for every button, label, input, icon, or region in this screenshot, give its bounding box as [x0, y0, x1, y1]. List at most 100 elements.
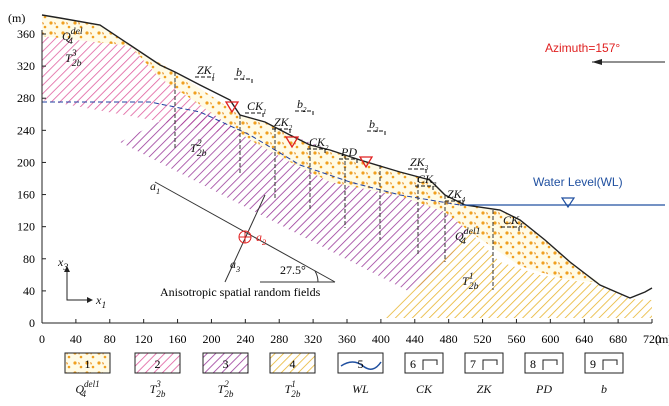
legend-label: T22b [218, 379, 234, 399]
x-tick-label: 520 [474, 332, 492, 346]
legend-number: 6 [410, 357, 416, 371]
label-sub: 4 [519, 222, 523, 230]
legend-number: 3 [223, 357, 229, 371]
x-tick-label: 480 [440, 332, 458, 346]
label-base: ZK [477, 382, 493, 396]
label-sup: 2 [224, 379, 229, 389]
label-sub: 2 [325, 144, 329, 152]
x-tick-label: 120 [135, 332, 153, 346]
label-base: PD [535, 382, 552, 396]
x-tick-label: 280 [270, 332, 288, 346]
x1-label: x1 [95, 293, 106, 311]
label-sup: del1 [84, 379, 100, 389]
x-tick-label: 240 [236, 332, 254, 346]
label-sub: 3 [374, 126, 379, 134]
x-tick-label: 200 [202, 332, 220, 346]
legend-number: 9 [590, 357, 596, 371]
y-tick-label: 360 [17, 27, 35, 41]
label-sub: 3 [235, 265, 240, 274]
label-sub: 1 [242, 74, 246, 82]
label-sub: 1 [263, 108, 267, 116]
label-sub: 2b [197, 148, 207, 159]
y-tick-label: 240 [17, 123, 35, 137]
x-tick-label: 560 [507, 332, 525, 346]
legend: 1Qdel142T32b3T22b4T12b5WL6CK7ZK8PD9b [65, 353, 623, 399]
label-sub: 2b [291, 389, 301, 399]
x-tick-label: 320 [304, 332, 322, 346]
y-tick-label: 200 [17, 155, 35, 169]
legend-number: 2 [155, 357, 161, 371]
label-base: ZK [410, 155, 426, 169]
x-tick-label: 680 [609, 332, 627, 346]
label-sub: 1 [101, 300, 106, 311]
label-sub: 1 [156, 187, 160, 196]
label-base: ZK [447, 187, 463, 201]
x3-label: x3 [57, 255, 68, 273]
legend-label: WL [352, 382, 369, 396]
x-tick-label: 600 [541, 332, 559, 346]
x-tick-label: 80 [104, 332, 116, 346]
borehole-label: ZK1 [197, 63, 215, 80]
label-sub: 3 [62, 262, 68, 273]
label-sub: 2 [303, 106, 307, 114]
x-tick-label: 160 [169, 332, 187, 346]
legend-number: 4 [290, 357, 296, 371]
a3-label: a3 [230, 257, 240, 274]
coord-arrows [64, 266, 93, 303]
legend-number: 7 [470, 357, 476, 371]
water-level-marker [562, 198, 574, 207]
borehole-flag [195, 77, 213, 83]
x-tick-label: 640 [575, 332, 593, 346]
label-sub: 2b [469, 281, 479, 292]
label-base: CK [309, 135, 326, 149]
label-base: WL [352, 382, 369, 396]
label-base: ZK [274, 115, 290, 129]
label-base: CK [247, 99, 264, 113]
y-tick-label: 80 [23, 252, 35, 266]
azimuth-label: Azimuth=157° [545, 41, 620, 55]
legend-label: T12b [285, 379, 301, 399]
borehole-label: PD [340, 145, 357, 159]
a1-label: a1 [150, 179, 160, 196]
legend-label: b [601, 382, 607, 396]
legend-number: 1 [85, 357, 91, 371]
label-sub: 2b [156, 389, 166, 399]
y-tick-label: 120 [17, 220, 35, 234]
legend-label: CK [416, 382, 433, 396]
label-sup: 3 [155, 379, 161, 389]
y-tick-label: 40 [23, 284, 35, 298]
water-level-label: Water Level(WL) [533, 175, 623, 189]
x-tick-label: 440 [406, 332, 424, 346]
x-tick-label: 360 [338, 332, 356, 346]
y-tick-label: 280 [17, 91, 35, 105]
a2-label: a2 [256, 230, 266, 247]
y-tick-label: 320 [17, 59, 35, 73]
legend-number: 5 [358, 357, 364, 371]
label-base: CK [417, 172, 434, 186]
label-sub: 4 [461, 236, 466, 247]
label-base: b [601, 382, 607, 396]
label-base: CK [416, 382, 433, 396]
coord-axes [67, 270, 89, 300]
label-sub: 2b [224, 389, 234, 399]
y-tick-label: 160 [17, 188, 35, 202]
legend-number: 8 [530, 357, 536, 371]
cross-section: 0408012016020024028032036040044048052056… [0, 0, 669, 406]
label-base: ZK [197, 63, 213, 77]
angle-label: 27.5° [280, 263, 306, 277]
label-sub: 2b [72, 58, 82, 69]
label-sup: del1 [464, 226, 481, 237]
label-sub: 4 [68, 36, 73, 47]
label-base: PD [340, 145, 357, 159]
y-unit: (m) [8, 11, 25, 25]
label-sub: 2 [289, 124, 293, 132]
legend-label: ZK [477, 382, 493, 396]
label-sub: 4 [81, 389, 86, 399]
random-fields-label: Anisotropic spatial random fields [160, 285, 321, 299]
label-sub: 4 [462, 196, 466, 204]
label-sub: 2 [262, 238, 266, 247]
x-unit: (m) [655, 332, 669, 346]
y-tick-label: 0 [29, 316, 35, 330]
